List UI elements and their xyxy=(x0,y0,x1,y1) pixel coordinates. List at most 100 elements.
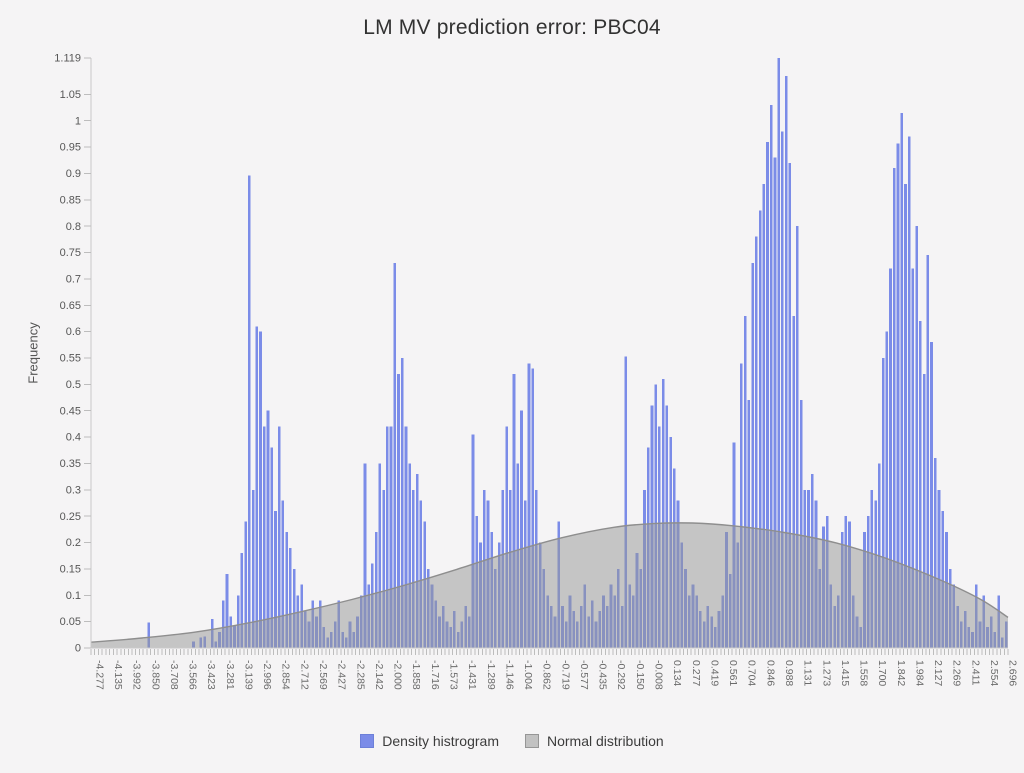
histogram-bar xyxy=(654,384,657,648)
x-tick-label: -3.708 xyxy=(168,660,180,690)
histogram-bar xyxy=(661,379,665,648)
x-tick-label: 2.411 xyxy=(969,660,981,686)
x-tick-label: -4.277 xyxy=(93,660,105,690)
y-tick-label: 0.85 xyxy=(60,194,81,206)
histogram-bar xyxy=(788,162,792,649)
y-axis-ticks: 0 0.05 0.1 0.15 0.2 0.25 0.3 0.35 0.4 0.45 0.5 0.55… xyxy=(54,53,91,655)
histogram-bar xyxy=(531,368,534,648)
x-tick-label: -1.573 xyxy=(448,660,460,690)
histogram-bar xyxy=(289,547,292,648)
y-tick-label: 0.1 xyxy=(66,590,81,602)
histogram-bar xyxy=(393,263,397,648)
histogram-bar xyxy=(758,210,762,648)
histogram-bar xyxy=(885,331,889,648)
histogram-bar xyxy=(896,143,900,649)
y-tick-label: 0.35 xyxy=(60,458,81,470)
x-tick-label: 1.842 xyxy=(895,660,907,686)
histogram-bar xyxy=(404,426,408,648)
x-tick-label: -3.850 xyxy=(149,660,161,690)
histogram-bar xyxy=(900,112,904,648)
y-tick-label: 0.95 xyxy=(60,142,81,154)
legend-item-histogram: Density histrogram xyxy=(360,733,499,749)
legend-item-normal: Normal distribution xyxy=(524,733,664,749)
histogram-bar xyxy=(796,226,799,648)
y-tick-label: 1.119 xyxy=(54,53,81,65)
x-tick-label: 0.277 xyxy=(690,660,702,686)
histogram-bar xyxy=(930,342,933,648)
y-tick-label: 1 xyxy=(75,115,81,127)
histogram-bar xyxy=(799,400,803,648)
x-tick-label: 2.127 xyxy=(932,660,944,686)
x-tick-label: -0.577 xyxy=(578,660,590,690)
histogram-bar xyxy=(471,434,475,648)
x-tick-label: -2.996 xyxy=(261,660,273,690)
histogram-bar xyxy=(512,373,516,648)
x-tick-label: -1.289 xyxy=(485,660,497,690)
y-tick-label: 0.25 xyxy=(60,511,81,523)
histogram-bar xyxy=(415,474,419,648)
histogram-bar xyxy=(408,463,411,648)
histogram-bar xyxy=(225,574,229,648)
histogram-swatch-icon xyxy=(360,734,375,748)
x-tick-label: -0.292 xyxy=(615,660,627,690)
histogram-bar xyxy=(926,255,930,648)
x-tick-label: -0.435 xyxy=(597,660,609,690)
y-tick-label: 0.2 xyxy=(66,537,81,549)
y-tick-label: 0.8 xyxy=(66,221,81,233)
histogram-bar xyxy=(889,268,892,648)
histogram-bar xyxy=(285,532,288,648)
x-tick-label: 0.704 xyxy=(746,660,758,686)
histogram-bar xyxy=(240,553,244,648)
histogram-bar xyxy=(527,363,531,648)
histogram-bar xyxy=(262,426,266,648)
y-tick-label: 0.9 xyxy=(66,168,81,180)
x-tick-label: -2.569 xyxy=(317,660,329,690)
histogram-bar xyxy=(777,58,781,648)
histogram-bar xyxy=(740,363,743,648)
x-axis-labels: -4.277 -4.135 -3.992 -3.850 -3.708 -3.566 -3.4… xyxy=(93,660,1018,690)
x-tick-label: 0.846 xyxy=(764,660,776,686)
normal-distribution-line xyxy=(90,522,1009,643)
histogram-bar xyxy=(941,510,945,648)
x-tick-label: -3.281 xyxy=(224,660,236,690)
histogram-bar xyxy=(907,136,911,648)
y-tick-label: 0.5 xyxy=(66,379,81,391)
x-tick-label: 1.273 xyxy=(820,660,832,686)
x-tick-label: 1.558 xyxy=(858,660,870,686)
histogram-bar xyxy=(911,268,915,648)
histogram-bar xyxy=(755,236,758,649)
histogram-bar xyxy=(389,426,393,648)
y-tick-label: 0.45 xyxy=(60,405,81,417)
histogram-bar xyxy=(374,532,378,648)
histogram-bar xyxy=(251,489,255,648)
x-tick-label: -0.008 xyxy=(653,660,665,690)
histogram-bar xyxy=(363,463,367,648)
histogram-bar xyxy=(244,521,247,648)
histogram-bar xyxy=(382,489,385,648)
x-tick-label: -1.858 xyxy=(410,660,422,690)
histogram-bar xyxy=(933,458,937,648)
histogram-bar xyxy=(904,184,907,648)
histogram-bar xyxy=(274,510,277,648)
x-tick-label: -3.139 xyxy=(243,660,255,690)
histogram-bar xyxy=(747,400,751,648)
x-tick-label: -4.135 xyxy=(112,660,124,690)
y-tick-label: 0.05 xyxy=(60,616,81,628)
histogram-bar xyxy=(378,463,382,648)
histogram-bar xyxy=(385,426,389,648)
histogram-bar xyxy=(277,426,281,648)
y-tick-label: 1.05 xyxy=(60,89,81,101)
legend-label-normal: Normal distribution xyxy=(546,733,664,749)
normal-distribution-area xyxy=(91,522,1008,648)
normal-swatch-icon xyxy=(524,734,539,748)
x-tick-label: 2.554 xyxy=(988,660,1000,686)
x-tick-label: 1.415 xyxy=(839,660,851,686)
x-axis-ticks xyxy=(90,649,1009,655)
x-tick-label: -1.146 xyxy=(503,660,515,690)
x-tick-label: 1.131 xyxy=(802,660,814,686)
x-tick-label: -1.431 xyxy=(466,660,478,690)
histogram-bar xyxy=(784,75,788,649)
histogram-bar xyxy=(937,489,941,648)
histogram-bar xyxy=(892,168,896,648)
